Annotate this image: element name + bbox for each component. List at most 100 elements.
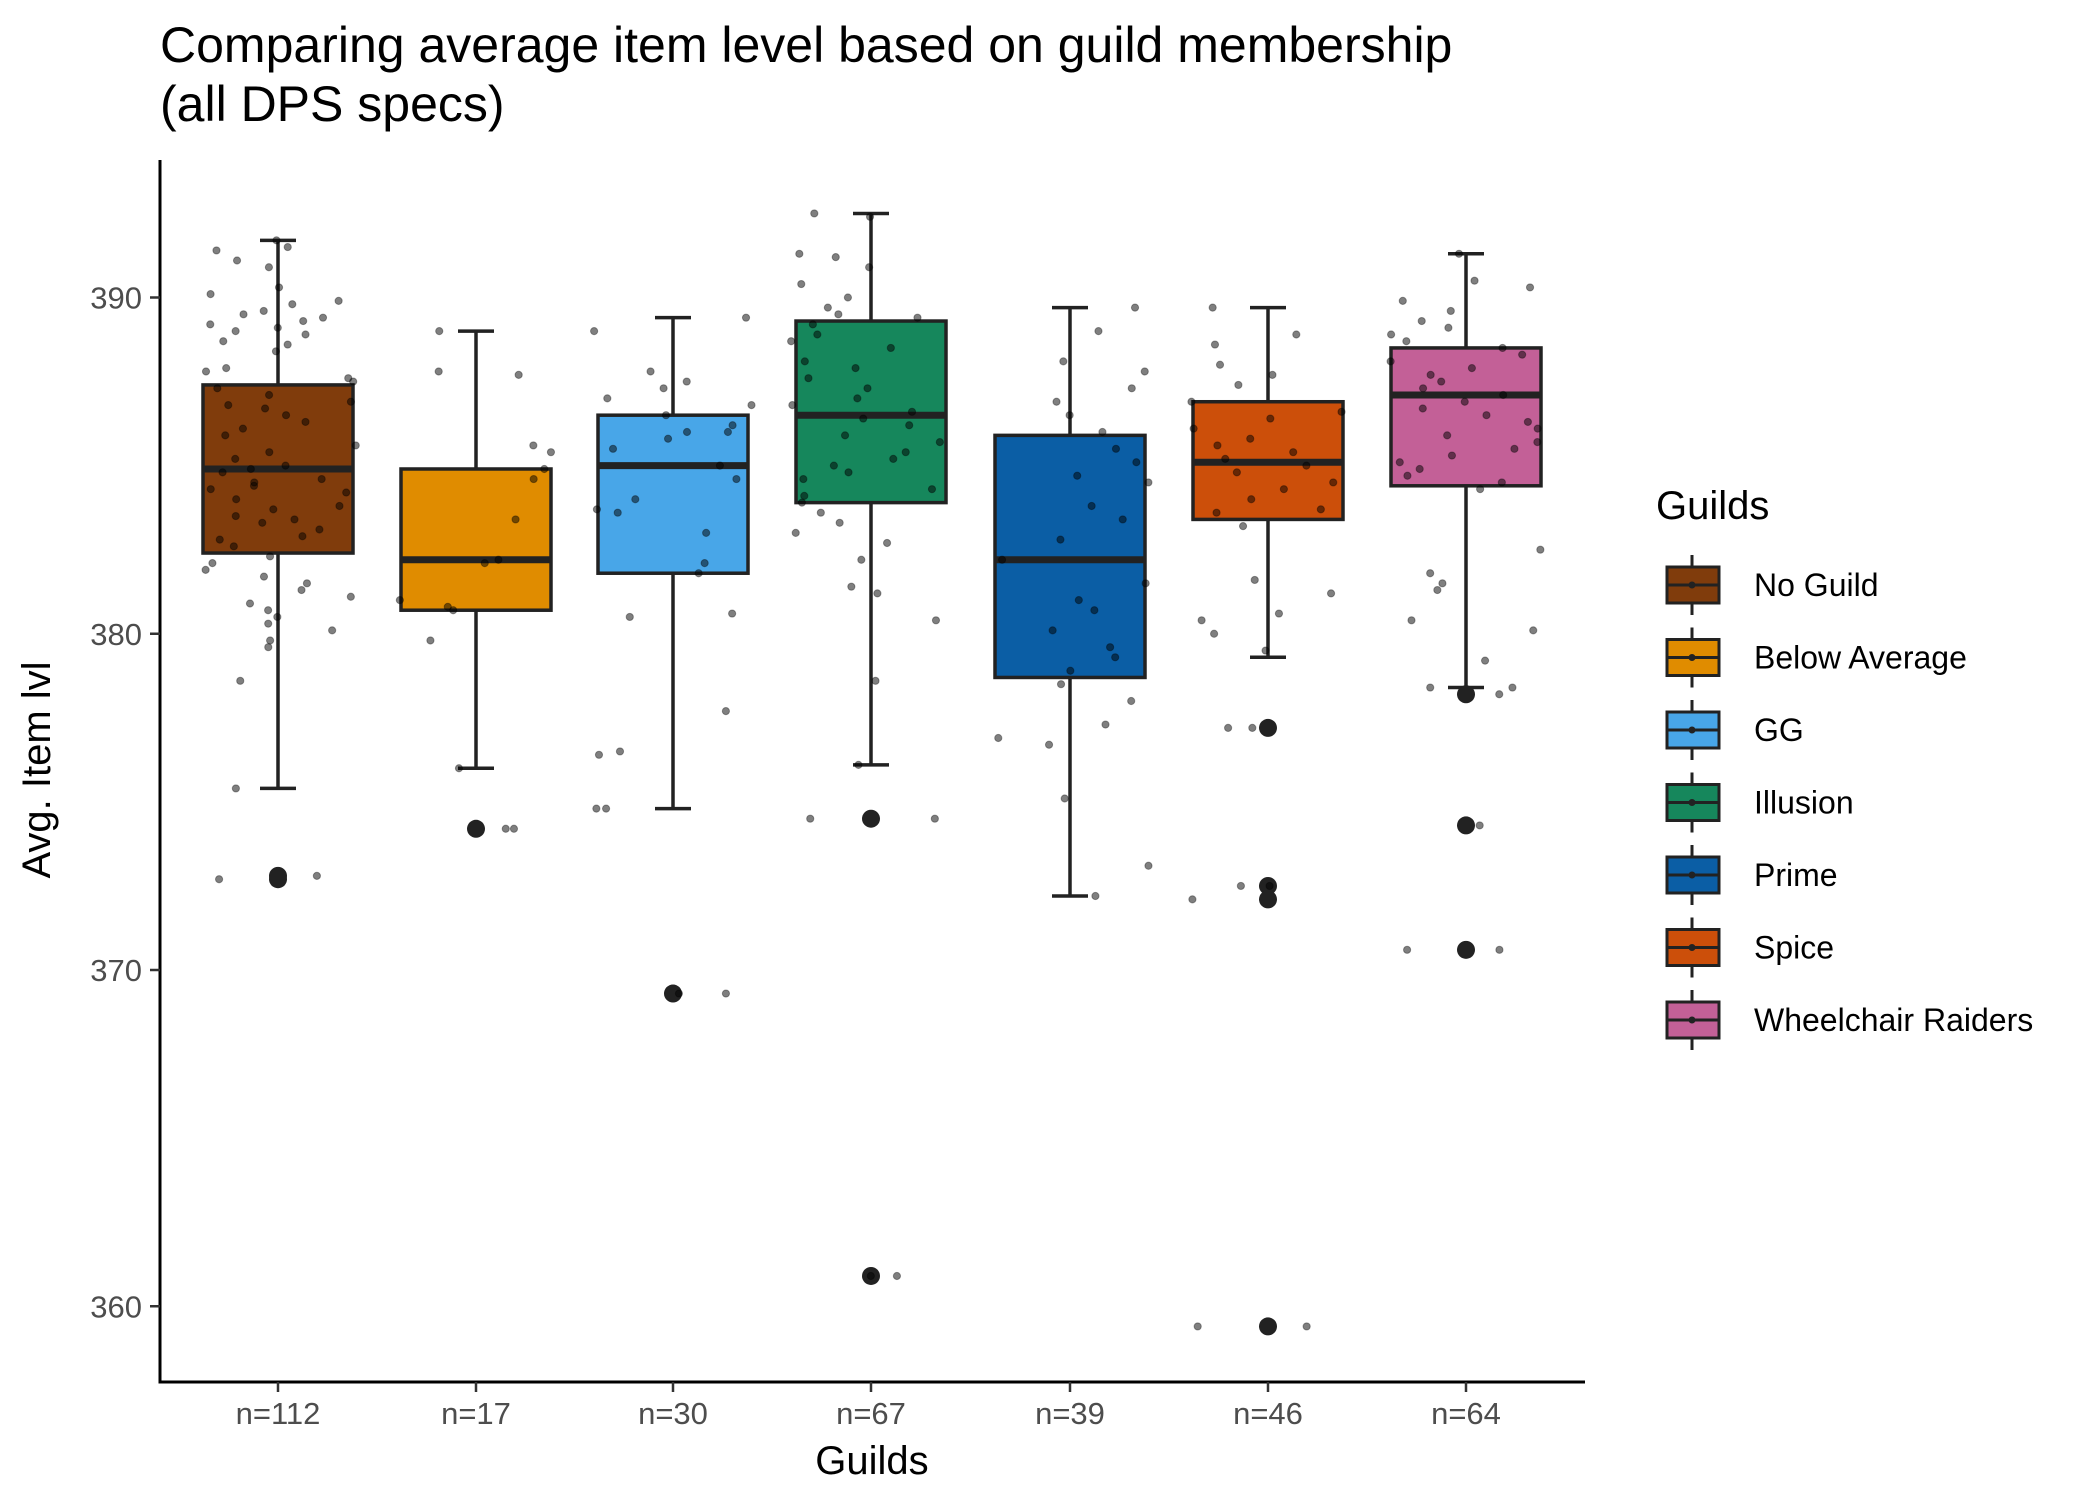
jitter-point xyxy=(721,706,730,716)
jitter-point xyxy=(797,498,807,507)
jitter-point xyxy=(1224,723,1233,733)
jitter-point xyxy=(797,279,806,289)
jitter-point xyxy=(1048,626,1057,635)
box xyxy=(596,413,750,575)
x-axis-ticks: n=112 n=17 n=30 n=67 n=39 n=46 n=64 xyxy=(236,1382,1501,1431)
jitter-point xyxy=(1215,360,1225,369)
jitter-point xyxy=(590,327,599,336)
jitter-point xyxy=(232,256,242,265)
jitter-point xyxy=(494,555,503,564)
jitter-point xyxy=(663,434,673,443)
jitter-point xyxy=(281,461,290,470)
jitter-point xyxy=(1426,683,1435,692)
jitter-point xyxy=(239,310,248,319)
jitter-point xyxy=(283,242,292,252)
jitter-point xyxy=(1498,343,1507,353)
outlier-point xyxy=(269,870,287,889)
jitter-point xyxy=(1044,740,1054,749)
jitter-point xyxy=(1437,377,1446,386)
jitter-point xyxy=(799,474,808,484)
jitter-point xyxy=(927,485,937,494)
jitter-point xyxy=(269,505,278,514)
legend-key-point xyxy=(1688,654,1696,661)
outlier-point xyxy=(1259,1317,1277,1336)
jitter-point xyxy=(882,538,892,548)
jitter-point xyxy=(1470,276,1479,285)
jitter-point xyxy=(804,374,813,383)
legend-item: Illusion xyxy=(1665,772,1854,833)
box xyxy=(1389,346,1543,488)
jitter-point xyxy=(290,515,299,524)
jitter-point xyxy=(206,290,215,299)
jitter-point xyxy=(613,508,622,517)
jitter-point xyxy=(847,582,856,591)
jitter-point xyxy=(265,552,275,561)
legend-label: Prime xyxy=(1754,857,1838,893)
jitter-point xyxy=(283,340,292,349)
jitter-point xyxy=(728,609,737,618)
jitter-point xyxy=(1499,390,1508,400)
plot-area xyxy=(201,209,1545,1336)
jitter-point xyxy=(1073,471,1082,480)
jitter-point xyxy=(260,404,270,413)
jitter-point xyxy=(857,555,866,564)
jitter-point xyxy=(1444,323,1453,332)
jitter-point xyxy=(259,306,268,316)
jitter-point xyxy=(865,263,874,272)
jitter-point xyxy=(853,394,862,403)
jitter-point xyxy=(866,1271,875,1281)
legend-key-point xyxy=(1688,871,1696,879)
jitter-point xyxy=(831,253,840,262)
outlier-point xyxy=(1457,685,1475,704)
legend-key-point xyxy=(1688,581,1696,589)
jitter-point xyxy=(219,337,228,346)
jitter-point xyxy=(732,474,741,484)
legend-item: GG xyxy=(1665,700,1804,760)
jitter-point xyxy=(810,209,819,218)
jitter-point xyxy=(511,515,520,524)
jitter-point xyxy=(715,461,725,470)
jitter-point xyxy=(1415,464,1424,474)
jitter-point xyxy=(318,313,328,322)
jitter-point xyxy=(1454,249,1464,258)
jitter-point xyxy=(865,212,875,221)
jitter-point xyxy=(266,636,275,645)
jitter-point xyxy=(930,814,939,823)
jitter-point xyxy=(935,437,944,447)
outlier-point xyxy=(467,819,485,838)
jitter-point xyxy=(301,330,310,339)
x-tick-label: n=46 xyxy=(1233,1396,1303,1431)
jitter-point xyxy=(245,599,255,608)
jitter-point xyxy=(1446,306,1455,316)
jitter-point xyxy=(208,559,217,568)
jitter-point xyxy=(702,528,711,537)
jitter-point xyxy=(1533,424,1542,433)
jitter-point xyxy=(349,377,358,386)
jitter-point xyxy=(1208,303,1217,312)
jitter-point xyxy=(301,417,310,427)
jitter-point xyxy=(1274,609,1284,618)
jitter-point xyxy=(1127,384,1136,393)
jitter-point xyxy=(682,377,691,386)
jitter-point xyxy=(905,421,914,430)
jitter-point xyxy=(674,989,684,998)
jitter-point xyxy=(1111,653,1120,662)
jitter-point xyxy=(601,804,611,813)
jitter-point xyxy=(603,394,612,403)
jitter-point xyxy=(863,384,872,393)
jitter-point xyxy=(1523,417,1532,427)
box-group xyxy=(787,209,948,1285)
jitter-point xyxy=(1316,505,1325,514)
jitter-point xyxy=(351,441,360,450)
jitter-point xyxy=(1418,384,1428,393)
jitter-point xyxy=(1417,316,1426,326)
legend-item: Below Average xyxy=(1665,627,1967,688)
jitter-point xyxy=(449,606,458,615)
jitter-point xyxy=(1087,501,1096,511)
jitter-point xyxy=(1090,606,1099,615)
chart-title: Comparing average item level based on gu… xyxy=(160,17,1452,73)
jitter-point xyxy=(625,612,634,622)
jitter-point xyxy=(694,569,703,578)
jitter-point xyxy=(1101,720,1110,729)
jitter-point xyxy=(791,528,800,537)
